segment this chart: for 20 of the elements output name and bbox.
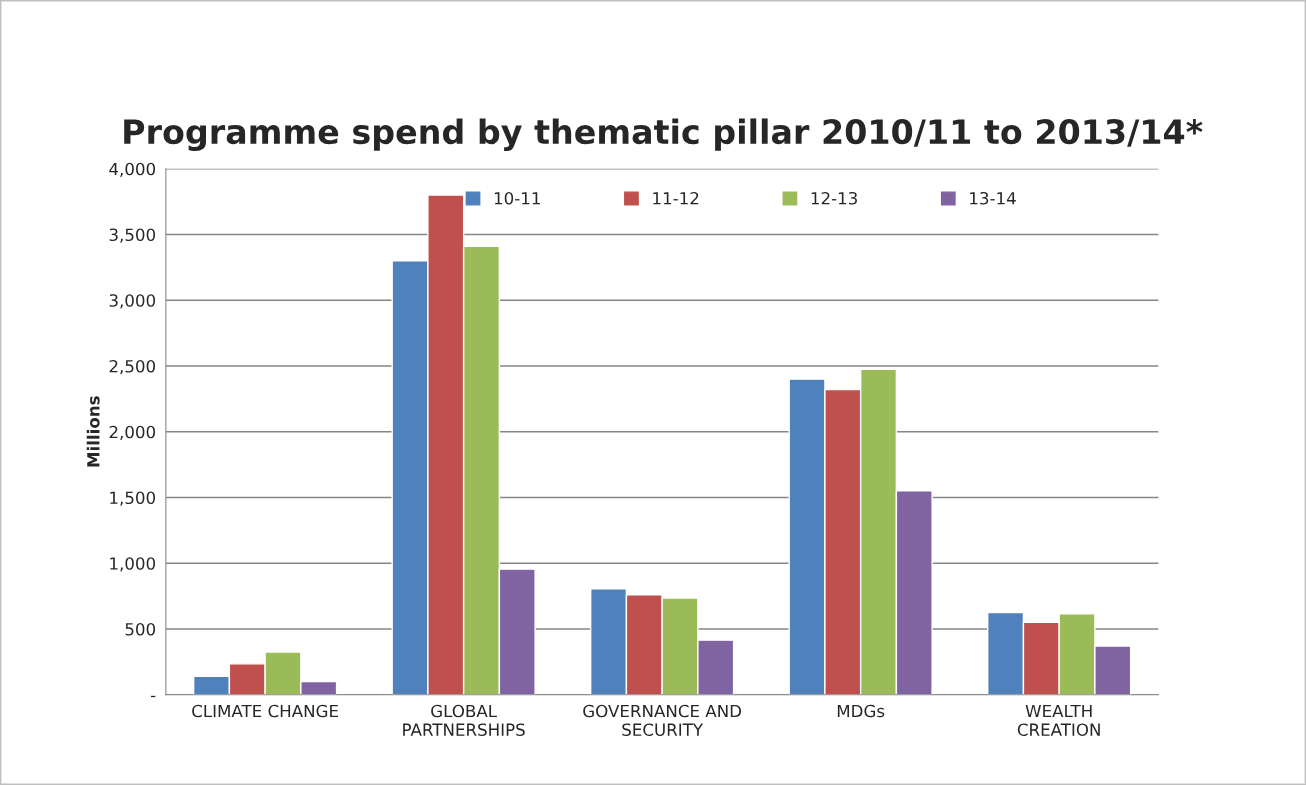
x-tick-label: GOVERNANCE AND SECURITY [583,704,742,737]
y-tick-label: 1,000 [110,557,156,572]
x-tick-label: WEALTH CREATION [1017,704,1100,737]
chart-title: Programme spend by thematic pillar 2010/11 to 2013/14* [124,118,1203,151]
legend-label: 11-12 [653,191,699,205]
y-tick-label: 3,000 [109,294,156,309]
legend-label: 10-11 [494,191,540,205]
x-tick-label: GLOBAL PARTNERSHIPS [403,704,525,737]
y-axis-title: Millions [86,396,100,467]
y-tick-label: 2,000 [109,425,156,441]
y-tick-label: - [150,695,156,698]
y-tick-label: 3,500 [109,228,156,243]
y-tick-label: 4,000 [109,162,156,178]
y-tick-label: 1,500 [110,491,156,506]
legend-label: 12-13 [811,191,857,205]
legend-label: 13-14 [970,191,1016,205]
x-tick-label: CLIMATE CHANGE [192,704,338,718]
x-tick-label: MDGs [837,704,885,718]
y-tick-label: 2,500 [109,359,156,375]
y-tick-label: 500 [125,622,156,636]
